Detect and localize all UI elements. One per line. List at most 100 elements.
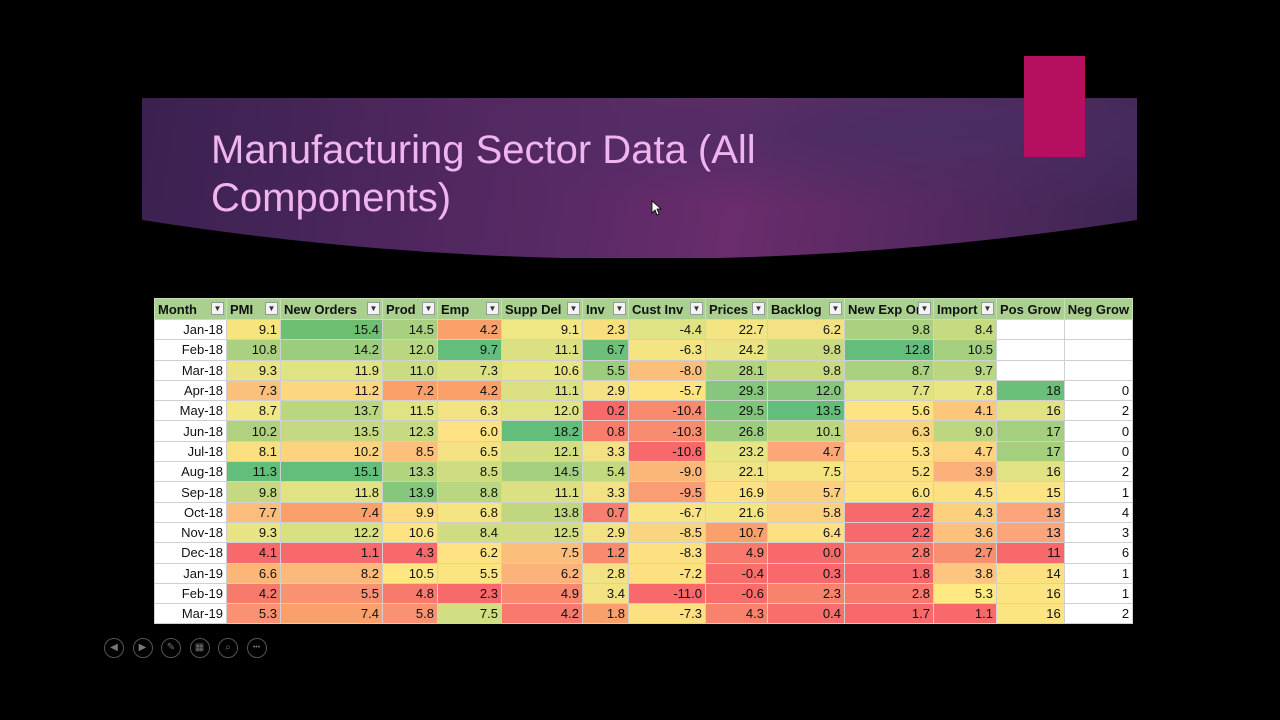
table-cell[interactable]: 1.8 bbox=[582, 603, 629, 625]
table-cell[interactable]: 10.2 bbox=[226, 420, 281, 442]
table-cell[interactable]: 9.8 bbox=[767, 339, 845, 361]
month-cell[interactable]: Aug-18 bbox=[154, 461, 227, 483]
table-cell[interactable]: 4.9 bbox=[705, 542, 768, 564]
table-cell[interactable]: 3.3 bbox=[582, 481, 629, 503]
table-cell[interactable]: 5.4 bbox=[582, 461, 629, 483]
table-cell[interactable]: 4.2 bbox=[437, 318, 502, 341]
table-cell[interactable]: 8.2 bbox=[280, 562, 383, 584]
table-cell[interactable]: 2.8 bbox=[844, 582, 934, 605]
table-cell[interactable]: 2.3 bbox=[582, 318, 629, 341]
table-cell[interactable]: 6.7 bbox=[582, 339, 629, 361]
table-cell[interactable]: 12.1 bbox=[501, 440, 583, 463]
table-cell[interactable]: 5.3 bbox=[226, 603, 281, 625]
table-cell[interactable]: 6.3 bbox=[437, 400, 502, 422]
table-cell[interactable]: 13.8 bbox=[501, 501, 583, 523]
table-cell[interactable]: -5.7 bbox=[628, 379, 706, 402]
table-cell[interactable]: -10.3 bbox=[628, 420, 706, 442]
table-cell[interactable]: -7.2 bbox=[628, 562, 706, 584]
table-cell[interactable]: 9.8 bbox=[226, 481, 281, 503]
table-cell[interactable]: 5.3 bbox=[844, 440, 934, 463]
table-cell[interactable]: 8.8 bbox=[437, 481, 502, 503]
table-cell[interactable]: 2.2 bbox=[844, 501, 934, 523]
column-header[interactable]: New Orders ▼ bbox=[280, 298, 383, 320]
table-cell[interactable]: 21.6 bbox=[705, 501, 768, 523]
table-cell[interactable]: 2.3 bbox=[767, 582, 845, 605]
filter-dropdown-icon[interactable]: ▼ bbox=[567, 302, 580, 315]
table-cell[interactable]: 9.3 bbox=[226, 521, 281, 544]
table-cell[interactable]: 2 bbox=[1063, 603, 1134, 625]
table-cell[interactable]: 7.5 bbox=[767, 461, 845, 483]
table-cell[interactable]: 9.8 bbox=[767, 359, 845, 381]
table-cell[interactable]: -10.4 bbox=[628, 400, 706, 422]
table-cell[interactable]: -7.3 bbox=[628, 603, 706, 625]
previous-icon[interactable]: ◀ bbox=[104, 638, 124, 658]
table-cell[interactable]: 15.1 bbox=[280, 461, 383, 483]
month-cell[interactable]: Jan-18 bbox=[154, 318, 227, 341]
table-cell[interactable]: 13.3 bbox=[382, 461, 438, 483]
table-cell[interactable]: 11.1 bbox=[501, 379, 583, 402]
table-cell[interactable]: 7.8 bbox=[933, 379, 997, 402]
table-cell[interactable]: 0.3 bbox=[767, 562, 845, 584]
table-cell[interactable]: 29.5 bbox=[705, 400, 768, 422]
table-cell[interactable]: 10.6 bbox=[382, 521, 438, 544]
table-cell[interactable]: -8.5 bbox=[628, 521, 706, 544]
table-cell[interactable]: 10.5 bbox=[933, 339, 997, 361]
table-cell[interactable]: 4.3 bbox=[382, 542, 438, 564]
table-cell[interactable]: 22.1 bbox=[705, 461, 768, 483]
table-cell[interactable]: 6.6 bbox=[226, 562, 281, 584]
month-cell[interactable]: Jun-18 bbox=[154, 420, 227, 442]
column-header[interactable]: PMI ▼ bbox=[226, 298, 281, 320]
table-cell[interactable]: 9.1 bbox=[501, 318, 583, 341]
table-cell[interactable]: 4.7 bbox=[933, 440, 997, 463]
table-cell[interactable]: -9.0 bbox=[628, 461, 706, 483]
table-cell[interactable]: 1.8 bbox=[844, 562, 934, 584]
table-cell[interactable]: 7.5 bbox=[501, 542, 583, 564]
table-cell[interactable]: 13.5 bbox=[767, 400, 845, 422]
table-cell[interactable]: 8.5 bbox=[437, 461, 502, 483]
table-cell[interactable]: 9.8 bbox=[844, 318, 934, 341]
table-cell[interactable]: 16.9 bbox=[705, 481, 768, 503]
filter-dropdown-icon[interactable]: ▼ bbox=[422, 302, 435, 315]
filter-dropdown-icon[interactable]: ▼ bbox=[918, 302, 931, 315]
table-cell[interactable]: 4.2 bbox=[226, 582, 281, 605]
month-cell[interactable]: May-18 bbox=[154, 400, 227, 422]
table-cell[interactable]: 8.5 bbox=[382, 440, 438, 463]
table-cell[interactable]: 7.7 bbox=[844, 379, 934, 402]
column-header[interactable]: Import ▼ bbox=[933, 298, 997, 320]
table-cell[interactable]: 0.8 bbox=[582, 420, 629, 442]
table-cell[interactable]: 12.2 bbox=[280, 521, 383, 544]
table-cell[interactable]: 13 bbox=[996, 521, 1065, 544]
table-cell[interactable]: 26.8 bbox=[705, 420, 768, 442]
table-cell[interactable]: 16 bbox=[996, 461, 1065, 483]
column-header[interactable]: Prices ▼ bbox=[705, 298, 768, 320]
month-cell[interactable]: Jan-19 bbox=[154, 562, 227, 584]
table-cell[interactable]: 4.8 bbox=[382, 582, 438, 605]
table-cell[interactable]: 7.3 bbox=[437, 359, 502, 381]
filter-dropdown-icon[interactable]: ▼ bbox=[265, 302, 278, 315]
table-cell[interactable]: 11.5 bbox=[382, 400, 438, 422]
table-cell[interactable]: 10.6 bbox=[501, 359, 583, 381]
table-cell[interactable]: 4.3 bbox=[933, 501, 997, 523]
table-cell[interactable]: 5.7 bbox=[767, 481, 845, 503]
table-cell[interactable]: 3.4 bbox=[582, 582, 629, 605]
table-cell[interactable] bbox=[1063, 318, 1134, 341]
table-cell[interactable]: 12.0 bbox=[382, 339, 438, 361]
pen-icon[interactable]: ✎ bbox=[161, 638, 181, 658]
table-cell[interactable]: 9.7 bbox=[437, 339, 502, 361]
month-cell[interactable]: Feb-19 bbox=[154, 582, 227, 605]
month-cell[interactable]: Sep-18 bbox=[154, 481, 227, 503]
table-cell[interactable]: 6.0 bbox=[437, 420, 502, 442]
month-cell[interactable]: Mar-18 bbox=[154, 359, 227, 381]
table-cell[interactable]: 7.5 bbox=[437, 603, 502, 625]
table-cell[interactable]: 2.9 bbox=[582, 521, 629, 544]
filter-dropdown-icon[interactable]: ▼ bbox=[752, 302, 765, 315]
table-cell[interactable]: 1.7 bbox=[844, 603, 934, 625]
table-cell[interactable]: 8.4 bbox=[437, 521, 502, 544]
month-cell[interactable]: Feb-18 bbox=[154, 339, 227, 361]
table-cell[interactable]: 4.5 bbox=[933, 481, 997, 503]
table-cell[interactable]: 4.2 bbox=[501, 603, 583, 625]
table-cell[interactable]: 3.3 bbox=[582, 440, 629, 463]
table-cell[interactable]: 14.5 bbox=[382, 318, 438, 341]
table-cell[interactable]: 8.7 bbox=[844, 359, 934, 381]
table-cell[interactable]: 0 bbox=[1063, 420, 1134, 442]
